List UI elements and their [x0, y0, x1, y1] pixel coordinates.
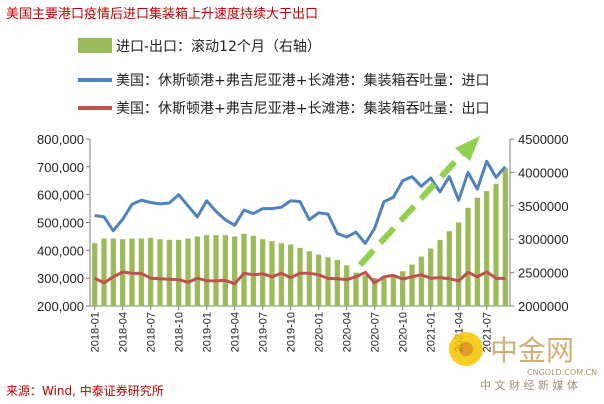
bar	[502, 168, 508, 306]
x-tick-label: 2021-01	[426, 312, 438, 352]
bar	[418, 256, 424, 306]
bar	[194, 236, 200, 306]
bar	[474, 197, 480, 306]
bar	[250, 235, 256, 306]
watermark-url: CNGOLD.COM.CN	[527, 368, 597, 377]
bar	[493, 183, 499, 306]
x-tick-label: 2020-10	[398, 312, 410, 352]
left-tick-label: 400,000	[37, 243, 84, 258]
left-tick-label: 800,000	[37, 132, 84, 147]
watermark-logo-inner	[459, 342, 473, 356]
bar	[269, 241, 275, 306]
left-tick-label: 300,000	[37, 271, 84, 286]
bar	[400, 271, 406, 306]
right-tick-label: 2500000	[518, 266, 569, 281]
trend-arrow	[357, 136, 480, 268]
x-tick-label: 2018-04	[118, 312, 130, 352]
bar	[325, 257, 331, 306]
bar	[362, 275, 368, 306]
right-tick-label: 3500000	[518, 199, 569, 214]
legend-swatch-bars	[78, 38, 112, 53]
right-tick-label: 3000000	[518, 232, 569, 247]
x-tick-label: 2019-04	[230, 312, 242, 352]
right-tick-label: 2000000	[518, 299, 569, 314]
bar	[157, 239, 163, 306]
watermark-name: 中金网	[490, 334, 574, 367]
bar	[334, 259, 340, 306]
bar	[465, 207, 471, 306]
left-tick-label: 600,000	[37, 188, 84, 203]
bar	[297, 247, 303, 306]
legend-label-export: 美国：休斯顿港+弗吉尼亚港+长滩港：集装箱吞吐量：出口	[116, 100, 489, 117]
bar	[166, 239, 172, 306]
x-tick-label: 2018-01	[90, 312, 102, 352]
x-tick-label: 2018-10	[174, 312, 186, 352]
trend-arrow-shaft	[357, 150, 466, 268]
watermark: 中金网 CNGOLD.COM.CN 中 文 财 经 新 媒 体	[449, 332, 597, 392]
x-tick-label: 2021-07	[482, 312, 494, 352]
bar-series	[92, 168, 508, 306]
bar	[148, 237, 154, 306]
legend: 进口-出口：滚动12个月（右轴） 美国：休斯顿港+弗吉尼亚港+长滩港：集装箱吞吐…	[78, 38, 489, 117]
chart-title: 美国主要港口疫情后进口集装箱上升速度持续大于出口	[6, 7, 319, 22]
bar	[222, 235, 228, 306]
bar	[316, 254, 322, 306]
left-tick-label: 700,000	[37, 160, 84, 175]
bar	[185, 238, 191, 306]
x-tick-label: 2018-07	[146, 312, 158, 352]
source-note: 来源：Wind, 中泰证券研究所	[6, 384, 164, 398]
legend-label-import: 美国：休斯顿港+弗吉尼亚港+长滩港：集装箱吞吐量：进口	[116, 72, 489, 89]
line-series	[94, 159, 507, 286]
watermark-slogan: 中 文 财 经 新 媒 体	[480, 378, 578, 392]
bar	[176, 239, 182, 306]
x-tick-label: 2020-04	[342, 312, 354, 352]
trend-arrow-head	[455, 136, 480, 161]
x-tick-label: 2019-01	[202, 312, 214, 352]
bar	[288, 244, 294, 306]
right-tick-label: 4500000	[518, 132, 569, 147]
bar	[101, 238, 107, 306]
bar	[92, 243, 98, 306]
bar	[437, 239, 443, 306]
bar	[381, 276, 387, 306]
axes: 200,000 300,000 400,000 500,000 600,000 700,0…	[37, 132, 569, 352]
left-tick-label: 200,000	[37, 299, 84, 314]
x-tick-label: 2019-07	[258, 312, 270, 352]
bar	[409, 264, 415, 306]
bar	[213, 235, 219, 306]
bar	[372, 277, 378, 306]
bar	[446, 231, 452, 306]
bar	[204, 235, 210, 306]
bar	[232, 236, 238, 306]
bar	[344, 265, 350, 306]
left-tick-label: 500,000	[37, 216, 84, 231]
right-tick-label: 4000000	[518, 165, 569, 180]
bar	[110, 238, 116, 306]
bar	[484, 191, 490, 306]
bar	[241, 233, 247, 306]
x-tick-label: 2019-10	[286, 312, 298, 352]
x-tick-label: 2020-01	[314, 312, 326, 352]
legend-label-bars: 进口-出口：滚动12个月（右轴）	[116, 38, 321, 55]
bar	[456, 222, 462, 306]
x-tick-label: 2020-07	[370, 312, 382, 352]
export-line	[94, 270, 506, 286]
bar	[390, 274, 396, 306]
bar	[306, 251, 312, 306]
import-line	[94, 159, 507, 245]
bar	[353, 272, 359, 306]
